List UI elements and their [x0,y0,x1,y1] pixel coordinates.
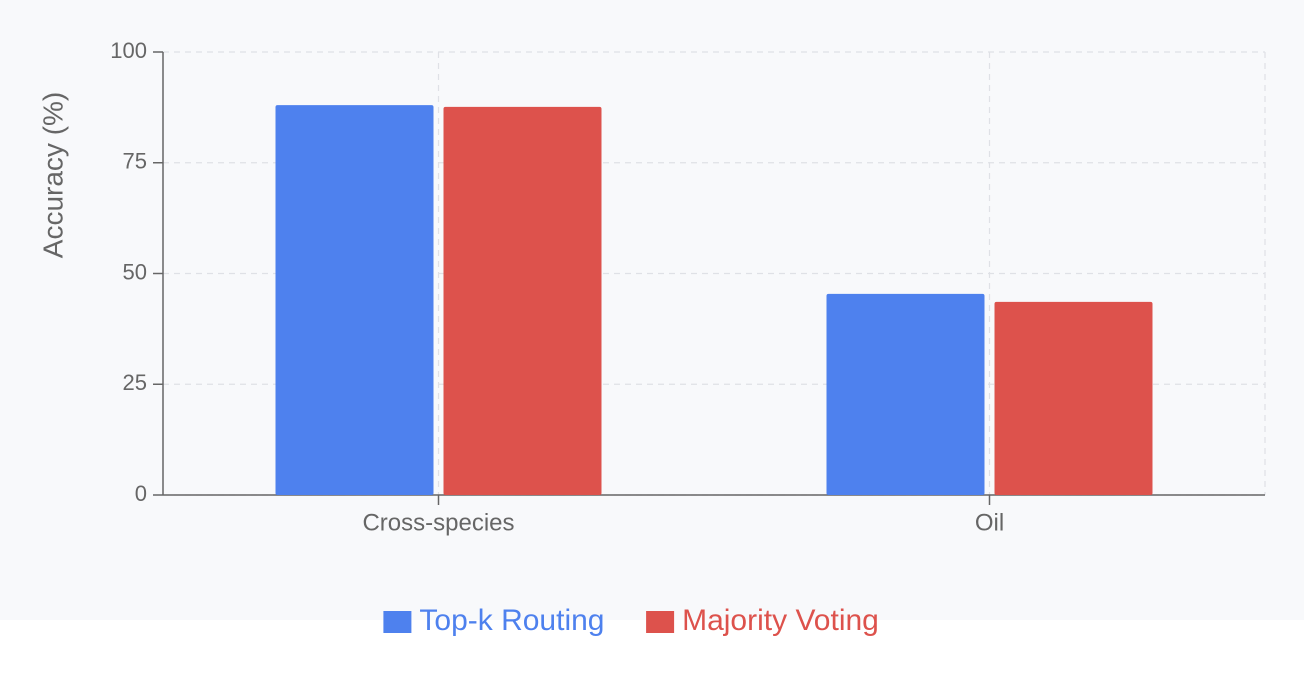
y-tick-label: 50 [123,259,147,284]
y-tick-label: 0 [135,481,147,506]
bar [994,301,1153,495]
bar [826,293,985,495]
legend-swatch[interactable] [383,611,412,633]
y-tick-label: 25 [123,370,147,395]
y-tick-label: 100 [110,38,147,63]
bar [443,106,602,495]
x-tick-label: Oil [975,509,1004,536]
x-tick-label: Cross-species [362,509,514,536]
y-axis-title: Accuracy (%) [37,92,68,258]
legend-swatch[interactable] [646,611,675,633]
y-tick-label: 75 [123,149,147,174]
legend-label[interactable]: Majority Voting [682,604,879,637]
legend-label[interactable]: Top-k Routing [419,604,604,637]
bar [275,105,434,495]
